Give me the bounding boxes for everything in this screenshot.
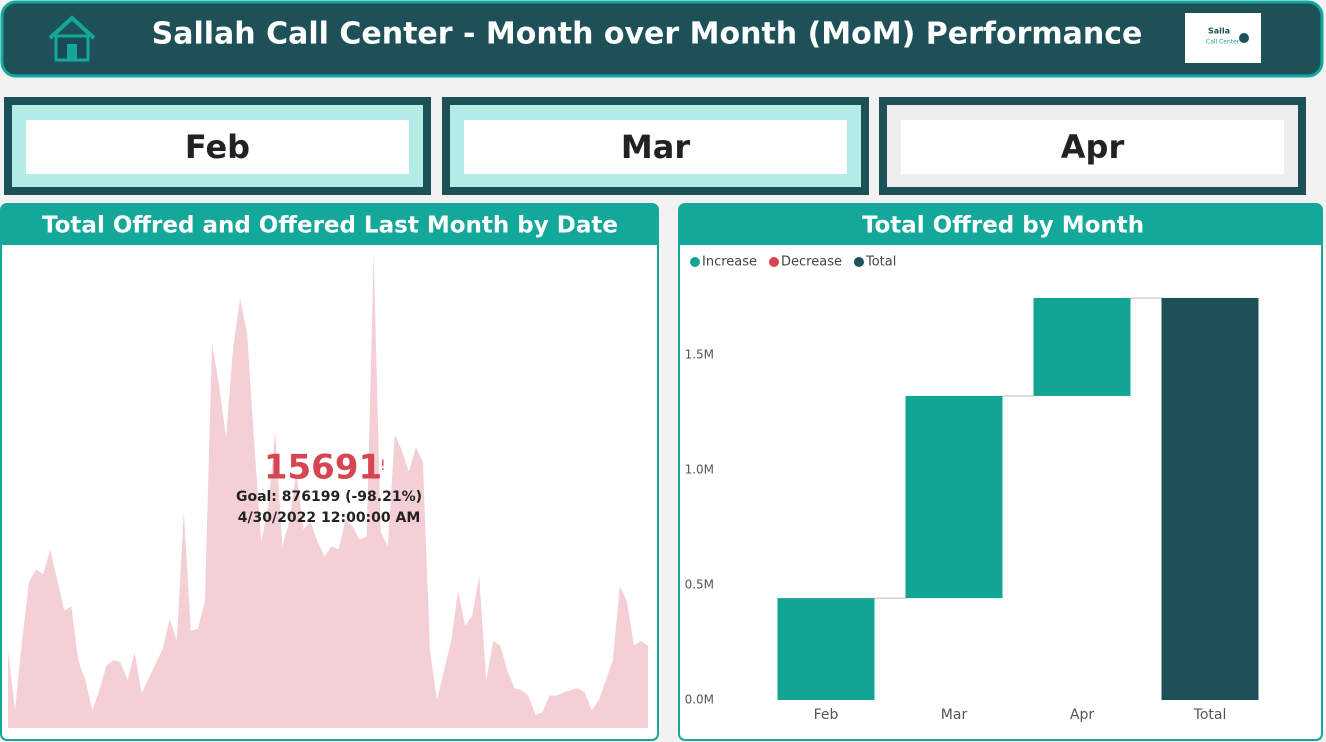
slicer-button xyxy=(464,120,847,174)
x-tick-label: Total xyxy=(1193,707,1227,723)
y-tick-label: 1.0M xyxy=(685,463,714,477)
chart-title: Total Offred and Offered Last Month by D… xyxy=(42,213,618,239)
legend-label: Total xyxy=(865,255,896,270)
bar xyxy=(905,395,1003,599)
month-slicer[interactable]: Feb xyxy=(4,97,431,195)
panel-header xyxy=(2,205,657,245)
logo-icon xyxy=(1239,33,1249,43)
kpi-flag: ! xyxy=(380,458,386,474)
legend-marker xyxy=(690,257,700,267)
month-slicer[interactable]: Mar xyxy=(442,97,869,195)
panel-header xyxy=(680,205,1321,245)
legend-marker xyxy=(769,257,780,267)
home-door xyxy=(67,44,77,60)
slicer-label: Apr xyxy=(1061,128,1125,166)
x-tick-label: Feb xyxy=(814,707,839,723)
slicer-button xyxy=(26,120,409,174)
x-tick-label: Apr xyxy=(1070,707,1094,723)
kpi-goal: Goal: 876199 (-98.21%) xyxy=(236,489,422,505)
bar xyxy=(777,598,875,700)
x-tick-label: Mar xyxy=(941,707,968,723)
y-tick-label: 1.5M xyxy=(685,348,714,362)
header-bar xyxy=(0,0,1324,78)
legend-label: Decrease xyxy=(781,255,842,270)
month-slicer[interactable]: Apr xyxy=(879,97,1306,195)
home-roof xyxy=(48,15,96,40)
slicer-button xyxy=(901,120,1284,174)
bar xyxy=(1033,297,1131,396)
legend-label: Increase xyxy=(702,255,757,270)
panel xyxy=(0,203,659,741)
header-title: Sallah Call Center - Month over Month (M… xyxy=(152,17,1143,52)
slicer-label: Feb xyxy=(185,128,250,166)
chart-title: Total Offred by Month xyxy=(862,213,1144,239)
logo-text: Salla xyxy=(1208,27,1230,36)
bar xyxy=(1161,297,1259,700)
y-tick-label: 0.0M xyxy=(685,693,714,707)
slicer-label: Mar xyxy=(621,128,690,166)
kpi-date: 4/30/2022 12:00:00 AM xyxy=(238,510,421,526)
area xyxy=(8,253,648,728)
legend-marker xyxy=(853,257,864,267)
logo-text: Call Center xyxy=(1206,39,1240,46)
kpi-value: 15691 xyxy=(264,448,382,488)
y-tick-label: 0.5M xyxy=(685,578,714,592)
home-button[interactable] xyxy=(48,15,96,62)
